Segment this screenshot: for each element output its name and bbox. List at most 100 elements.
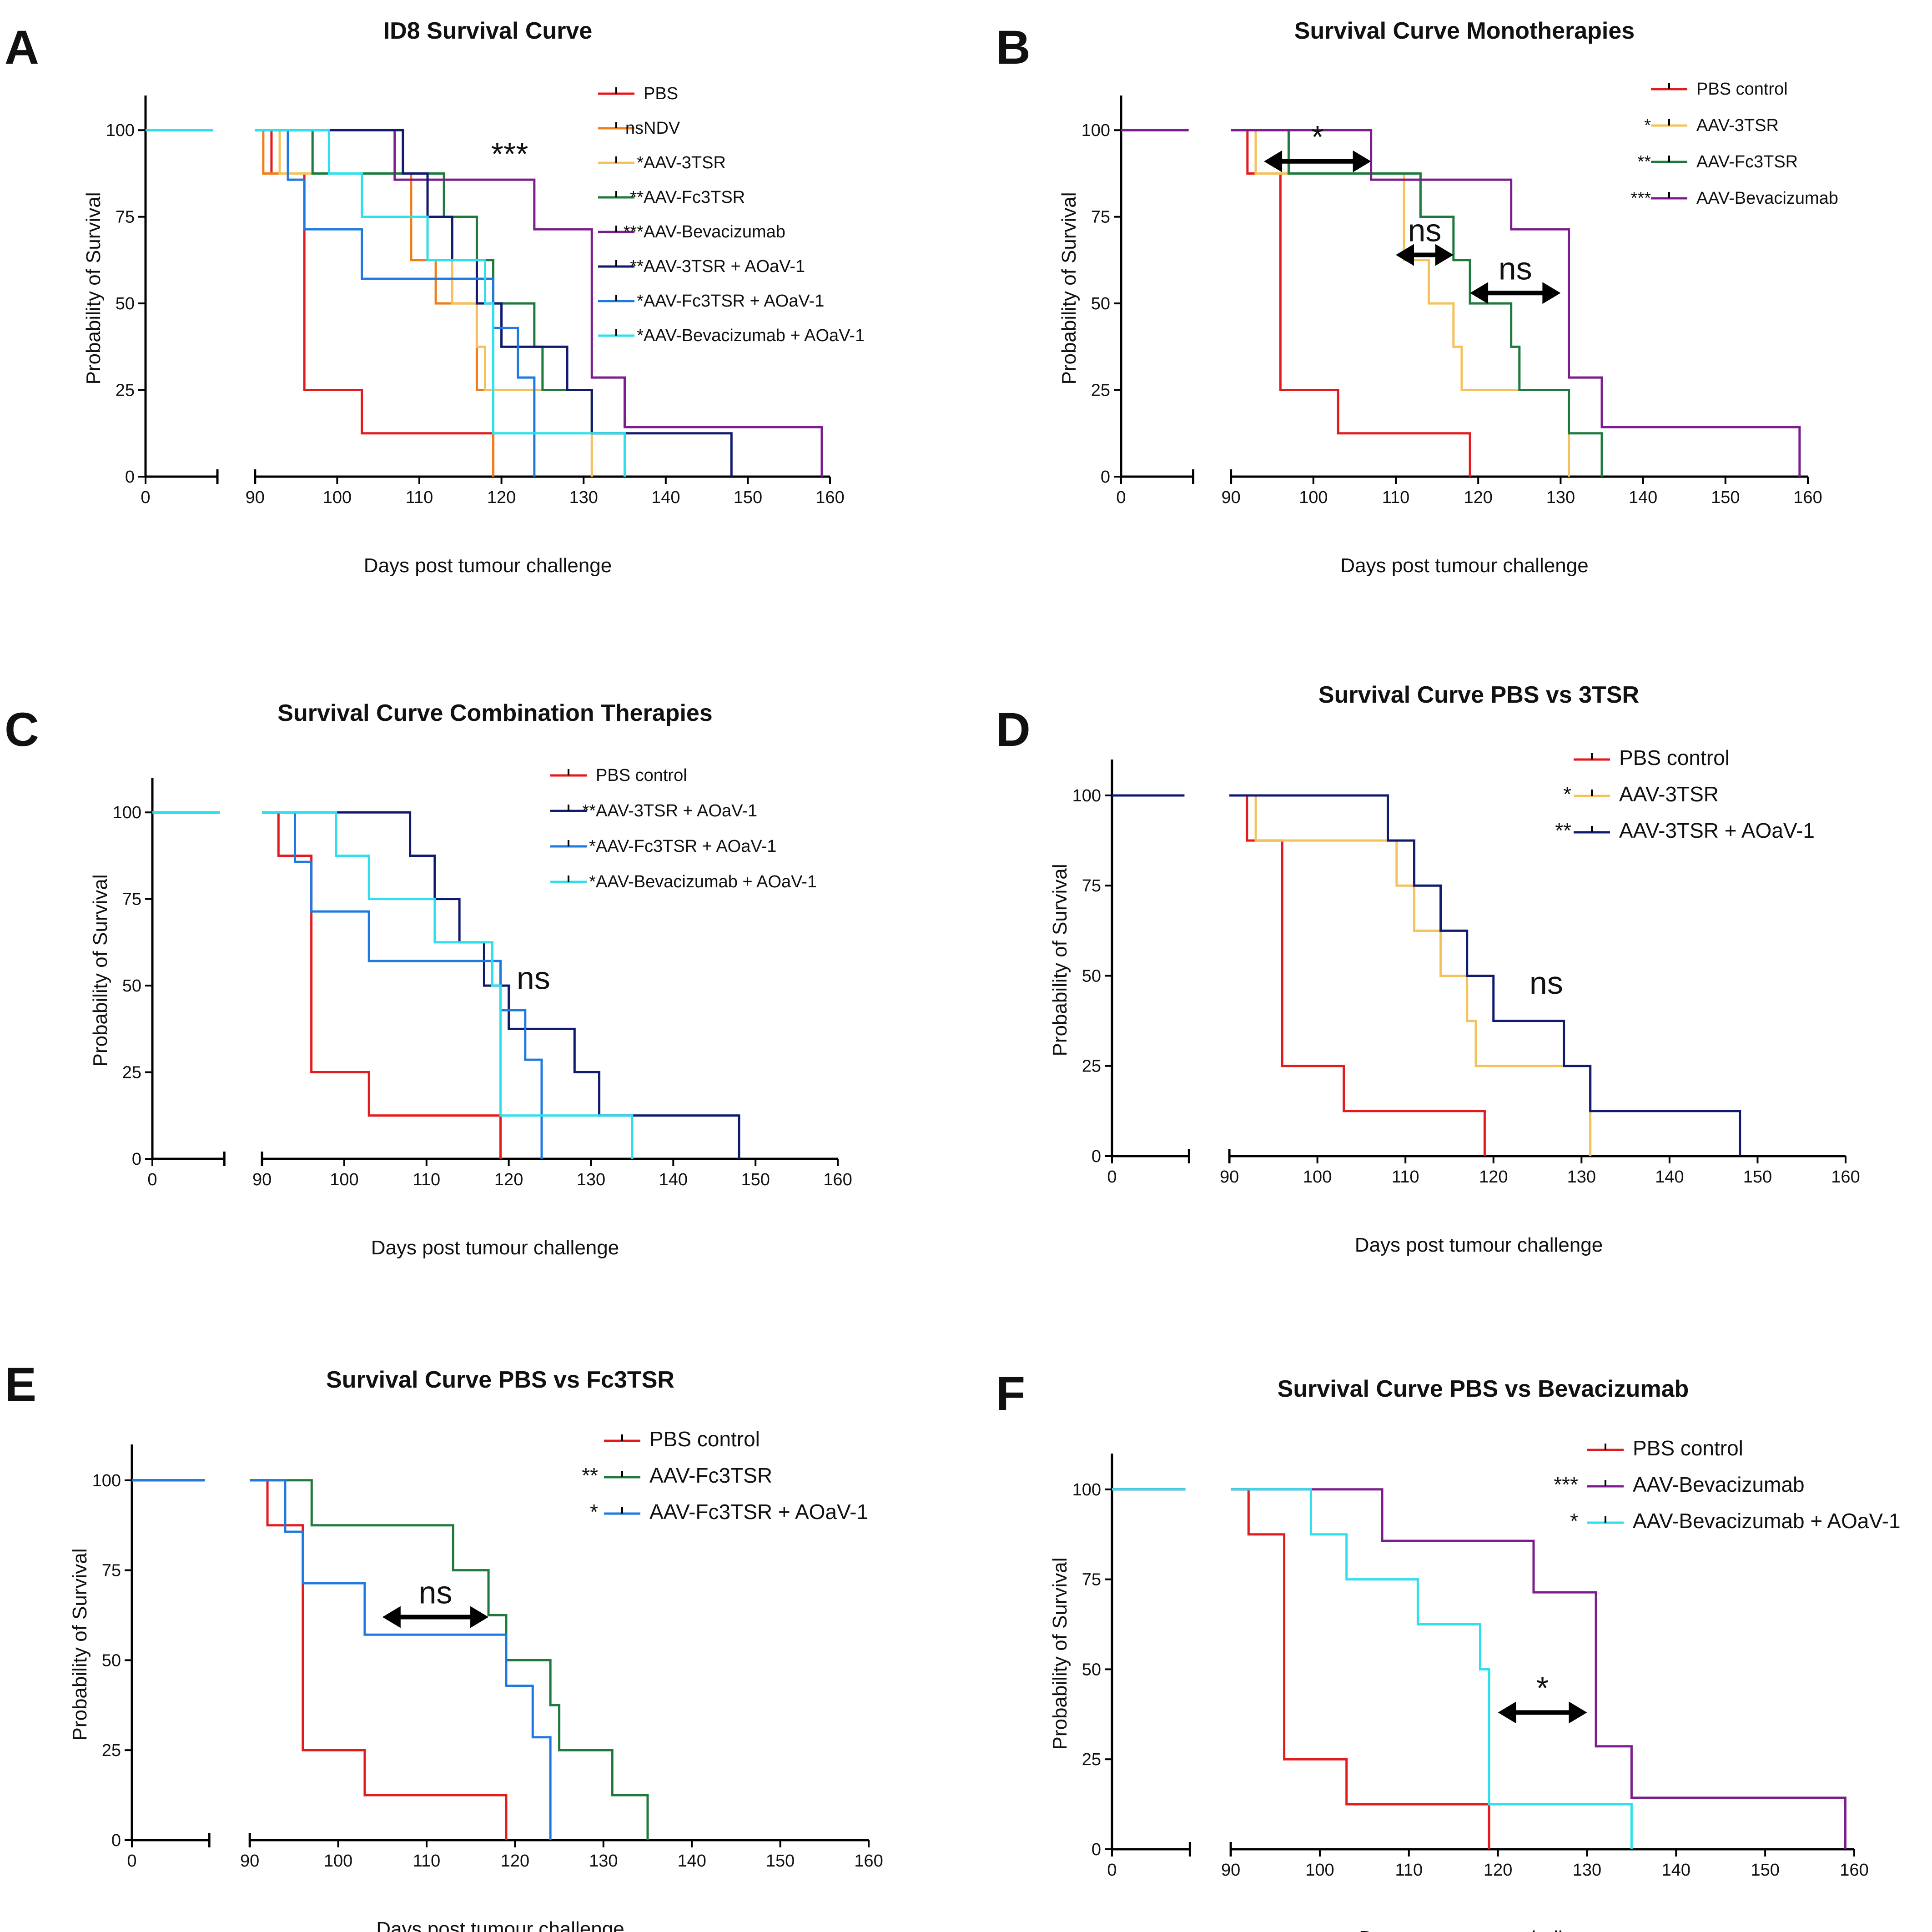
- panel-f: F Survival Curve PBS vs Bevacizumab 0 25 50 7…: [996, 1367, 1901, 1932]
- legend-item: PBS control: [1574, 746, 1730, 770]
- series-line-aav-bevacizumab-aoav-1: [152, 811, 634, 1159]
- x-tick-label: 130: [569, 488, 598, 507]
- series-line-aav-fc3tsr: [1121, 129, 1603, 477]
- x-tick-label: 110: [413, 1170, 441, 1189]
- y-tick-label: 0: [132, 1150, 141, 1169]
- series-line-aav-bevacizumab: [1112, 1488, 1846, 1849]
- legend-label: AAV-Fc3TSR + AOaV-1: [644, 292, 824, 311]
- legend-label: AAV-3TSR + AOaV-1: [644, 257, 805, 276]
- series-line-aav-fc3tsr: [132, 1479, 649, 1840]
- chart-title: Survival Curve PBS vs 3TSR: [1318, 682, 1639, 708]
- x-tick-label: 120: [501, 1852, 529, 1871]
- y-tick-label: 50: [122, 976, 141, 996]
- panel-letter: D: [996, 703, 1031, 756]
- legend-item: AAV-Fc3TSR + AOaV-1*: [590, 1500, 868, 1524]
- x-tick-label: 140: [651, 488, 680, 507]
- y-tick-label: 75: [1091, 208, 1110, 227]
- legend-item: PBS: [598, 84, 678, 103]
- x-axis-label: Days post tumour challenge: [1340, 554, 1588, 577]
- y-tick-label: 50: [116, 294, 135, 313]
- x-tick-label: 160: [1793, 488, 1822, 507]
- y-tick-label: 100: [1082, 121, 1110, 140]
- y-tick-label: 100: [1072, 786, 1101, 805]
- panel-d: D Survival Curve PBS vs 3TSR 0 25 50 75 100 0 90…: [996, 682, 1860, 1256]
- x-tick-label: 130: [1573, 1861, 1601, 1880]
- y-axis-label: Probability of Survival: [1049, 864, 1071, 1056]
- x-tick-label: 150: [1751, 1861, 1779, 1880]
- x-axis-label: Days post tumour challenge: [376, 1918, 624, 1932]
- panel-letter: A: [5, 21, 39, 74]
- arrow-label: ns: [1408, 212, 1441, 248]
- arrow-head-right: [1353, 150, 1371, 172]
- significance-marker: **: [582, 801, 596, 820]
- significance-marker: *: [589, 872, 596, 891]
- arrow-label: ns: [418, 1575, 452, 1610]
- y-tick-label: 75: [102, 1561, 121, 1580]
- legend-item: AAV-3TSR*: [1563, 782, 1719, 806]
- arrow-head-right: [1435, 244, 1454, 266]
- x-tick-label: 150: [1711, 488, 1740, 507]
- x-tick-label: 150: [734, 488, 762, 507]
- y-axis-label: Probability of Survival: [1049, 1557, 1071, 1750]
- y-tick-label: 75: [122, 890, 141, 909]
- x-tick-label: 120: [494, 1170, 523, 1189]
- x-tick-label: 130: [577, 1170, 605, 1189]
- y-tick-label: 100: [1072, 1480, 1101, 1499]
- legend-item: AAV-Bevacizumab***: [598, 222, 785, 241]
- legend-item: AAV-Fc3TSR + AOaV-1*: [550, 837, 776, 856]
- series-line-ndv: [146, 129, 495, 477]
- legend-label: AAV-3TSR + AOaV-1: [596, 801, 757, 820]
- series-line-aav-bevacizumab-aoav-1: [1112, 1488, 1633, 1849]
- y-axis-label: Probability of Survival: [1058, 192, 1080, 384]
- y-tick-label: 100: [106, 121, 135, 140]
- x-tick-label: 100: [323, 488, 352, 507]
- significance-marker: *: [1563, 782, 1571, 806]
- x-tick-label: 110: [406, 488, 433, 507]
- legend-item: AAV-3TSR*: [1644, 116, 1779, 135]
- arrow-head-right: [1569, 1701, 1587, 1724]
- legend-item: AAV-3TSR + AOaV-1**: [598, 257, 805, 276]
- arrow-head-left: [1498, 1701, 1516, 1724]
- y-tick-label: 75: [1082, 876, 1101, 896]
- legend-label: AAV-Bevacizumab + AOaV-1: [596, 872, 817, 891]
- x-tick-label: 120: [1484, 1861, 1512, 1880]
- x-tick-label: 100: [1305, 1861, 1334, 1880]
- arrow-head-left: [1396, 244, 1414, 266]
- legend-item: AAV-3TSR*: [598, 153, 726, 172]
- arrow-label: *: [1311, 119, 1323, 155]
- double-headed-arrow-icon: ns: [1396, 212, 1454, 266]
- annotation-label: ns: [1530, 965, 1563, 1001]
- legend-item: PBS control: [604, 1427, 760, 1451]
- y-tick-label: 75: [1082, 1570, 1101, 1590]
- panel-letter: B: [996, 21, 1031, 74]
- panel-letter: F: [996, 1367, 1025, 1420]
- legend-label: AAV-Bevacizumab + AOaV-1: [1633, 1509, 1901, 1533]
- y-tick-label: 100: [92, 1471, 121, 1490]
- arrow-head-left: [382, 1606, 401, 1628]
- legend-label: AAV-Fc3TSR + AOaV-1: [649, 1500, 868, 1524]
- chart-title: Survival Curve PBS vs Bevacizumab: [1278, 1376, 1689, 1402]
- x-tick-label: 150: [1743, 1167, 1772, 1187]
- series-line-aav-fc3tsr: [146, 129, 626, 477]
- legend-label: PBS control: [1619, 746, 1730, 770]
- series-line-pbs-control: [1121, 129, 1471, 477]
- y-tick-label: 50: [1082, 1660, 1101, 1679]
- x-axis-label: Days post tumour challenge: [1359, 1927, 1607, 1932]
- legend-label: AAV-3TSR: [1696, 116, 1779, 135]
- legend-item: AAV-Bevacizumab + AOaV-1 *: [1570, 1509, 1900, 1533]
- x-axis-label: Days post tumour challenge: [364, 554, 612, 577]
- x-axis-label: Days post tumour challenge: [371, 1237, 619, 1259]
- chart-title: ID8 Survival Curve: [383, 18, 593, 44]
- x-tick-label: 140: [1655, 1167, 1684, 1187]
- legend-item: AAV-Fc3TSR **: [582, 1464, 772, 1487]
- y-axis-label: Probability of Survival: [82, 192, 105, 384]
- legend-item: AAV-Bevacizumab***: [1554, 1473, 1804, 1496]
- y-tick-label: 25: [1082, 1750, 1101, 1769]
- series-line-pbs-control: [1112, 794, 1486, 1156]
- legend-label: AAV-Bevacizumab + AOaV-1: [644, 326, 865, 345]
- x-tick-label: 120: [1464, 488, 1492, 507]
- x-tick-label: 140: [1629, 488, 1657, 507]
- significance-marker: *: [637, 292, 644, 311]
- double-headed-arrow-icon: *: [1264, 119, 1371, 172]
